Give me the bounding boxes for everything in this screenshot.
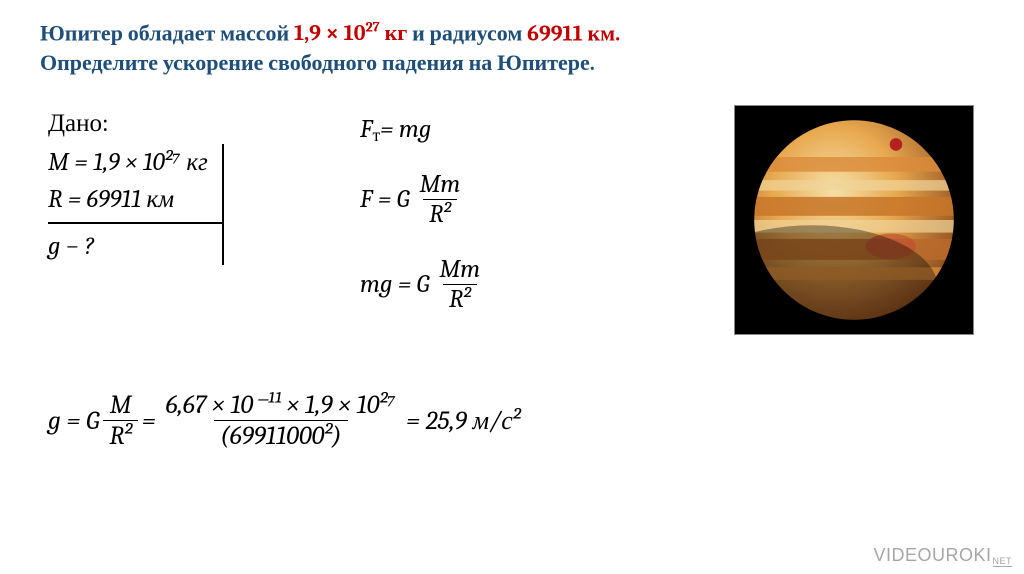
given-divider xyxy=(48,222,222,224)
watermark-brand: VIDEOUROKI xyxy=(873,545,991,565)
final-equation: g = G M R² = 6,67 × 10⁻¹¹ × 1,9 × 10²⁷ (… xyxy=(48,390,520,451)
given-find: g − ? xyxy=(48,228,208,265)
title-mid: и радиусом xyxy=(412,20,527,46)
title-mass-val: 1,9 × 1027 кг xyxy=(294,20,412,46)
problem-title: Юпитер обладает массой 1,9 × 1027 кг и р… xyxy=(0,0,1024,79)
given-block: Дано: M = 1,9 × 10²⁷ кг R = 69911 км g −… xyxy=(48,109,224,265)
formulas-block: Fт = mg F = G Mm R² mg = G Mm R² xyxy=(360,105,490,340)
formula-gravity: F = G Mm R² xyxy=(360,170,490,229)
title-prefix: Юпитер обладает массой xyxy=(40,20,294,46)
watermark-tld: NET xyxy=(993,556,1013,567)
given-radius: R = 69911 км xyxy=(48,181,208,218)
watermark: VIDEOUROKINET xyxy=(873,545,1012,566)
given-label: Дано: xyxy=(48,109,224,138)
title-radius: 69911 км. xyxy=(527,20,620,46)
given-mass: M = 1,9 × 10²⁷ кг xyxy=(48,144,208,181)
title-line2: Определите ускорение свободного падения … xyxy=(40,49,984,79)
formula-equate: mg = G Mm R² xyxy=(360,255,490,314)
formula-weight: Fт = mg xyxy=(360,115,490,144)
jupiter-image xyxy=(734,105,974,335)
